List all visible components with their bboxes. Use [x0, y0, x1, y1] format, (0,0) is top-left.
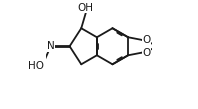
Text: N: N: [47, 41, 55, 51]
Text: O: O: [142, 48, 150, 58]
Text: OH: OH: [78, 3, 94, 13]
Text: HO: HO: [28, 61, 44, 71]
Text: O: O: [142, 35, 150, 45]
